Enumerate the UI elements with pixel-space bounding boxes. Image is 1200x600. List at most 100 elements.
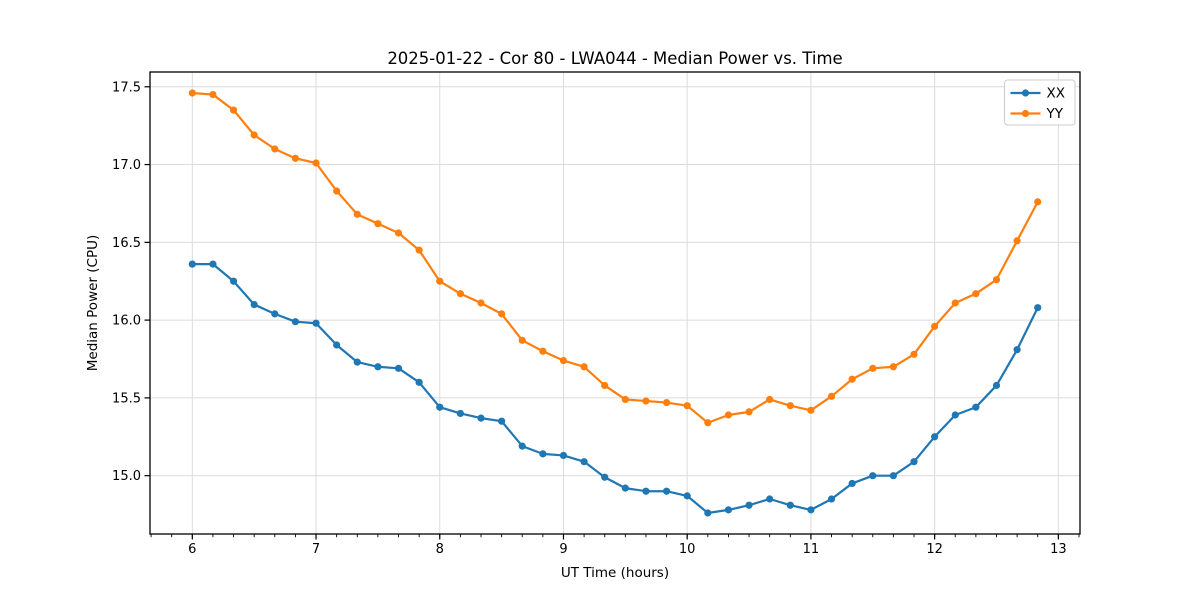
data-point <box>580 458 588 466</box>
data-point <box>209 260 217 268</box>
data-point <box>786 402 794 410</box>
chart-title: 2025-01-22 - Cor 80 - LWA044 - Median Po… <box>387 49 842 68</box>
data-point <box>539 450 547 458</box>
data-point <box>745 408 753 416</box>
data-point <box>848 479 856 488</box>
x-axis-label: UT Time (hours) <box>561 565 669 581</box>
tick-labels: 6 7 8 9 10 11 12 13 15.0 15.5 16.0 16.5 17.0 17.5 <box>112 80 1067 557</box>
data-point <box>972 403 980 411</box>
data-point <box>394 364 403 372</box>
data-point <box>992 381 1001 390</box>
series-XX <box>188 260 1042 517</box>
x-tick-label: 12 <box>926 542 943 557</box>
data-point <box>291 154 300 162</box>
data-point <box>869 364 877 372</box>
y-axis-label: Median Power (CPU) <box>85 235 101 371</box>
data-point <box>436 403 444 411</box>
plot-border <box>149 71 1081 535</box>
data-point <box>498 417 506 425</box>
y-tick-label: 16.0 <box>112 314 141 329</box>
y-tick-label: 17.5 <box>112 80 141 95</box>
data-point <box>951 299 959 307</box>
x-tick-label: 7 <box>312 542 320 557</box>
data-point <box>745 501 753 509</box>
data-point <box>539 347 547 355</box>
data-point <box>848 375 856 383</box>
data-point <box>621 484 629 492</box>
data-point <box>374 220 382 228</box>
data-point <box>766 395 774 404</box>
data-point <box>250 131 258 139</box>
data-series <box>188 89 1042 517</box>
data-point <box>889 472 897 480</box>
data-point <box>931 322 939 330</box>
y-tick-label: 15.0 <box>112 469 141 484</box>
data-point <box>786 501 794 509</box>
data-point <box>271 310 279 318</box>
data-point <box>436 277 444 285</box>
data-point <box>456 409 464 418</box>
data-point <box>209 90 217 99</box>
data-point <box>580 363 588 371</box>
data-point <box>869 472 877 480</box>
data-point <box>1013 237 1021 245</box>
data-point <box>704 509 712 517</box>
data-point <box>271 145 279 153</box>
data-point <box>601 473 609 481</box>
data-point <box>807 406 815 414</box>
data-point <box>601 381 609 390</box>
data-point <box>229 106 238 114</box>
legend-label: XX <box>1047 86 1066 102</box>
data-point <box>1034 304 1042 312</box>
y-tick-label: 17.0 <box>112 158 141 173</box>
x-tick-label: 10 <box>679 542 696 557</box>
x-tick-label: 6 <box>188 542 196 557</box>
data-point <box>704 419 712 427</box>
data-point <box>477 299 485 307</box>
x-tick-label: 9 <box>559 542 567 557</box>
series-line-YY <box>192 91 1039 424</box>
data-point <box>333 187 341 195</box>
data-point <box>333 341 341 349</box>
data-point <box>724 411 733 419</box>
legend-item-XX: XX <box>1010 86 1066 102</box>
x-tick-label: 11 <box>803 542 820 557</box>
data-point <box>518 442 526 450</box>
data-point <box>456 290 464 298</box>
data-point <box>498 310 506 318</box>
axis-ticks <box>144 86 1080 540</box>
data-point <box>724 506 733 514</box>
data-point <box>951 411 959 419</box>
data-point <box>683 402 691 410</box>
data-point <box>353 358 361 366</box>
grid-lines <box>150 72 1080 534</box>
data-point <box>250 300 258 309</box>
legend-item-YY: YY <box>1010 106 1064 122</box>
legend-marker <box>1021 89 1030 97</box>
data-point <box>827 495 836 503</box>
axes-frame <box>149 71 1081 535</box>
data-point <box>642 487 650 495</box>
data-point <box>415 246 423 254</box>
y-tick-label: 15.5 <box>112 391 141 406</box>
data-point <box>621 395 629 404</box>
legend-marker <box>1021 109 1030 118</box>
data-point <box>291 318 300 326</box>
data-point <box>662 398 671 407</box>
data-point <box>972 290 980 298</box>
y-tick-label: 16.5 <box>112 236 141 251</box>
x-tick-label: 13 <box>1050 542 1067 557</box>
data-point <box>374 363 382 371</box>
legend: XX YY <box>1004 79 1076 126</box>
data-point <box>312 319 320 327</box>
data-point <box>394 229 403 237</box>
data-point <box>807 506 815 514</box>
data-point <box>766 495 774 503</box>
data-point <box>910 350 918 358</box>
data-point <box>992 276 1001 284</box>
data-point <box>559 356 568 365</box>
data-point <box>662 487 671 495</box>
data-point <box>683 492 691 500</box>
